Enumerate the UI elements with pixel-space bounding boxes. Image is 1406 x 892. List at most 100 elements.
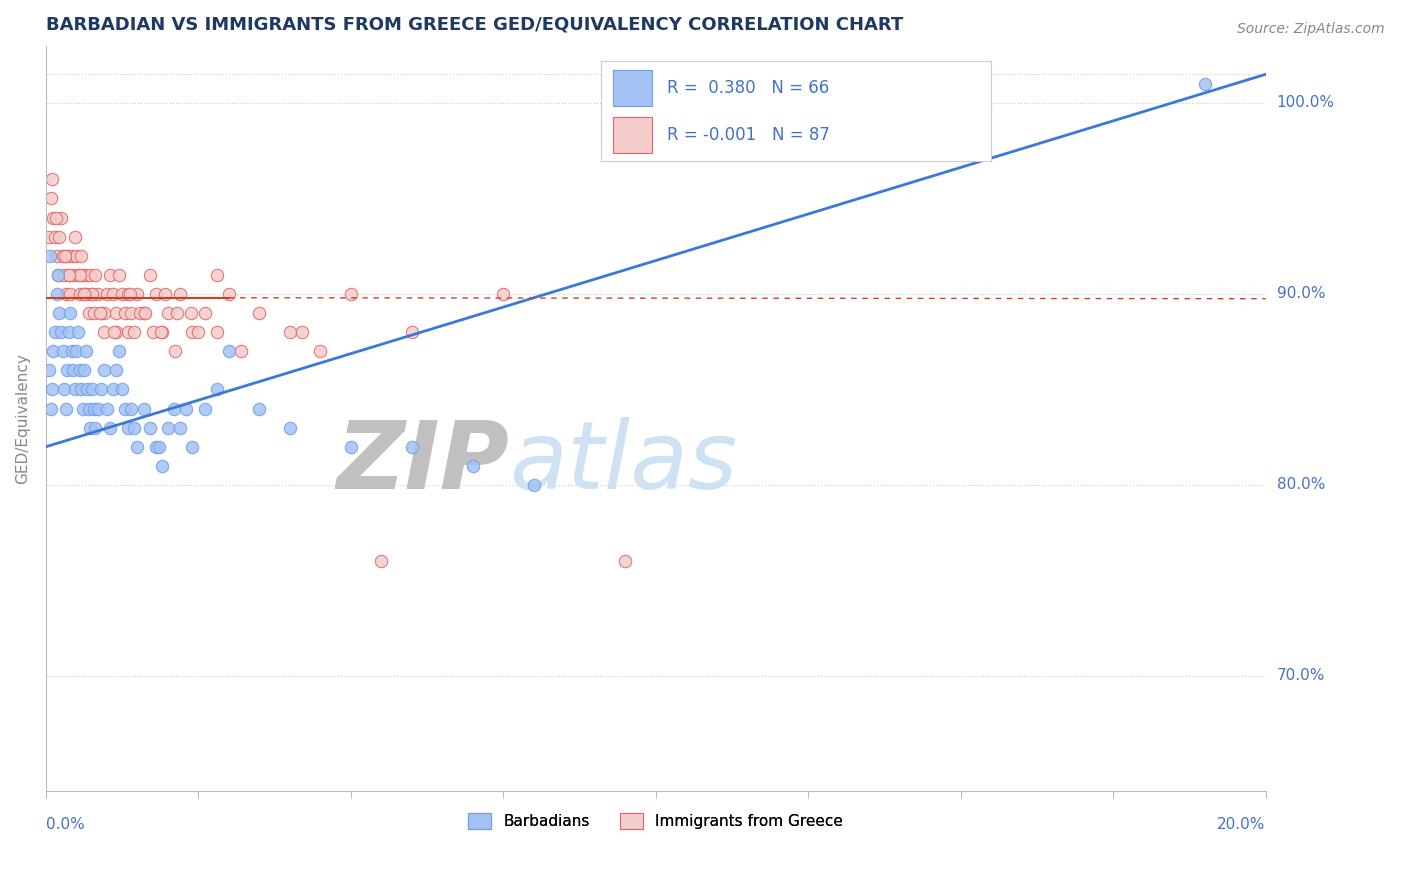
Point [117,420,139,434]
Point [73,287,96,301]
Point [249,306,271,320]
Point [138,420,160,434]
Point [205,268,228,282]
Point [53,383,76,397]
Text: 70.0%: 70.0% [1277,668,1324,683]
Point [96,287,118,301]
Point [59,287,82,301]
Point [150,458,173,473]
Point [156,420,179,434]
Point [80,287,103,301]
Point [278,325,301,339]
Point [56,249,79,263]
Point [174,401,197,416]
Point [41,383,63,397]
Point [523,478,546,492]
Point [58,268,80,282]
Point [46,249,69,263]
Point [79,420,101,434]
Text: 0.0%: 0.0% [46,817,84,832]
Point [72,268,94,282]
Point [193,401,215,416]
Point [83,268,105,282]
Point [134,306,156,320]
Point [62,268,84,282]
Point [58,268,80,282]
Point [145,287,167,301]
Point [105,306,128,320]
Point [291,325,314,339]
Point [73,363,96,377]
Point [127,287,149,301]
Point [60,344,83,359]
Point [120,306,142,320]
Point [87,287,110,301]
Point [52,249,75,263]
Point [129,306,152,320]
Point [53,268,76,282]
Point [166,306,188,320]
Point [98,420,121,434]
Point [75,344,97,359]
Point [103,325,125,339]
Point [89,306,111,320]
Point [77,306,100,320]
Point [150,325,173,339]
Point [56,363,79,377]
Point [249,401,271,416]
Point [156,306,179,320]
Text: 20.0%: 20.0% [1218,817,1265,832]
Point [142,325,165,339]
Point [65,249,87,263]
Point [41,172,63,186]
Point [46,268,69,282]
Point [66,325,89,339]
Point [370,554,392,568]
Point [148,440,170,454]
Point [38,229,60,244]
Point [401,325,423,339]
Point [278,420,301,434]
Text: BARBADIAN VS IMMIGRANTS FROM GREECE GED/EQUIVALENCY CORRELATION CHART: BARBADIAN VS IMMIGRANTS FROM GREECE GED/… [46,15,903,33]
Point [205,383,228,397]
Point [492,287,515,301]
Point [120,287,142,301]
Point [180,306,202,320]
Point [69,268,91,282]
Point [105,325,128,339]
Point [181,440,204,454]
Point [46,287,69,301]
Point [98,268,121,282]
Legend: Barbadians, Immigrants from Greece: Barbadians, Immigrants from Greece [463,806,849,835]
Point [101,287,124,301]
Point [76,287,98,301]
Point [45,211,67,225]
Point [60,249,83,263]
Point [72,401,94,416]
Point [105,363,128,377]
Point [93,363,115,377]
Point [114,306,136,320]
Point [80,383,103,397]
Point [76,383,98,397]
Point [70,249,93,263]
Text: atlas: atlas [509,417,738,508]
Point [401,440,423,454]
Point [124,420,146,434]
Point [42,211,65,225]
Point [101,383,124,397]
Point [120,401,142,416]
Point [218,344,240,359]
Point [218,287,240,301]
Text: 100.0%: 100.0% [1277,95,1334,111]
Point [70,383,93,397]
Point [163,401,186,416]
Point [80,287,103,301]
Point [65,229,87,244]
Point [75,268,97,282]
Point [90,383,112,397]
Point [229,344,252,359]
Point [153,287,176,301]
Point [169,420,191,434]
Point [165,344,187,359]
